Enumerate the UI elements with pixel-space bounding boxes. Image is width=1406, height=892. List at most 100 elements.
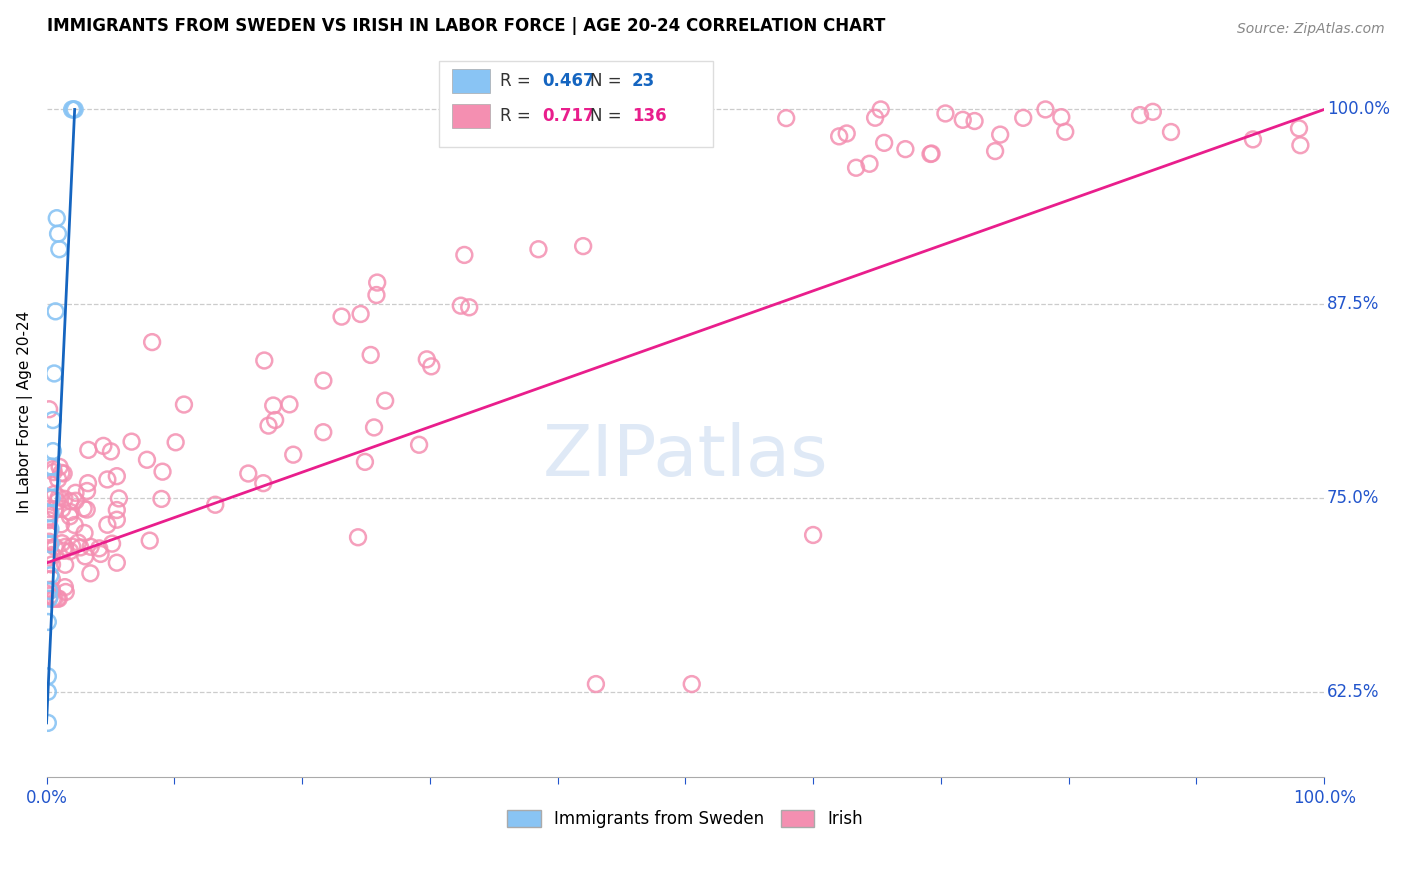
Point: [38, 583, 60, 598]
Point: [374, 393, 396, 408]
Text: 75.0%: 75.0%: [1327, 489, 1379, 507]
Point: [1241, 132, 1264, 146]
Point: [65, 493, 87, 508]
Point: [60, 540, 83, 554]
Point: [39, 537, 62, 551]
Point: [59, 494, 82, 508]
FancyBboxPatch shape: [439, 62, 713, 147]
Point: [863, 111, 886, 125]
Point: [873, 136, 896, 150]
Point: [858, 157, 880, 171]
Point: [41, 582, 63, 597]
Point: [45, 211, 67, 226]
Point: [921, 146, 943, 161]
Point: [76, 502, 98, 516]
Point: [37, 715, 59, 730]
Point: [69, 541, 91, 555]
Text: 0.467: 0.467: [543, 72, 595, 90]
Point: [894, 142, 917, 156]
Point: [48, 459, 70, 474]
Text: 0.717: 0.717: [543, 107, 595, 125]
Point: [63, 518, 86, 533]
Point: [60, 103, 83, 117]
Text: N =: N =: [589, 107, 627, 125]
Point: [51, 501, 73, 516]
Point: [38, 402, 60, 417]
Text: R =: R =: [501, 72, 536, 90]
Point: [38, 510, 60, 524]
Point: [53, 558, 76, 572]
Point: [585, 677, 607, 691]
Point: [173, 398, 195, 412]
Point: [330, 310, 353, 324]
Point: [48, 242, 70, 256]
Point: [59, 509, 82, 524]
Point: [312, 425, 335, 440]
Point: [458, 301, 481, 315]
Point: [39, 491, 62, 506]
Text: 87.5%: 87.5%: [1327, 294, 1379, 312]
Point: [121, 434, 143, 449]
Point: [48, 591, 70, 606]
Point: [38, 513, 60, 527]
Point: [52, 467, 75, 481]
Point: [59, 544, 82, 558]
Point: [1160, 125, 1182, 139]
Point: [572, 239, 595, 253]
Point: [38, 534, 60, 549]
Point: [53, 540, 76, 554]
Point: [988, 128, 1011, 142]
Point: [963, 114, 986, 128]
Point: [72, 501, 94, 516]
Text: IMMIGRANTS FROM SWEDEN VS IRISH IN LABOR FORCE | AGE 20-24 CORRELATION CHART: IMMIGRANTS FROM SWEDEN VS IRISH IN LABOR…: [46, 17, 884, 35]
Point: [90, 547, 112, 561]
Point: [37, 685, 59, 699]
Point: [366, 288, 388, 302]
Point: [76, 483, 98, 498]
Point: [366, 276, 388, 290]
Point: [835, 127, 858, 141]
Point: [101, 536, 124, 550]
Point: [41, 591, 63, 606]
Point: [44, 487, 66, 501]
Point: [96, 517, 118, 532]
Point: [252, 476, 274, 491]
Point: [39, 568, 62, 582]
Point: [347, 530, 370, 544]
Text: 23: 23: [631, 72, 655, 90]
Point: [51, 466, 73, 480]
Point: [53, 491, 76, 506]
Point: [73, 526, 96, 541]
Point: [150, 491, 173, 506]
Point: [37, 669, 59, 683]
Point: [46, 591, 69, 606]
Point: [775, 111, 797, 125]
Point: [65, 485, 87, 500]
Point: [37, 615, 59, 629]
Point: [450, 299, 472, 313]
Point: [93, 439, 115, 453]
Point: [44, 304, 66, 318]
Point: [41, 558, 63, 572]
FancyBboxPatch shape: [451, 104, 489, 128]
Point: [42, 444, 65, 458]
Point: [952, 112, 974, 127]
Point: [39, 506, 62, 520]
Point: [136, 452, 159, 467]
Point: [312, 374, 335, 388]
Point: [41, 572, 63, 586]
Point: [262, 399, 284, 413]
Point: [75, 549, 97, 564]
Point: [41, 491, 63, 505]
Point: [39, 589, 62, 603]
Point: [38, 502, 60, 516]
Point: [53, 580, 76, 594]
Point: [52, 543, 75, 558]
Point: [283, 448, 305, 462]
Point: [152, 465, 174, 479]
Point: [845, 161, 868, 175]
Point: [801, 528, 824, 542]
Text: ZIPatlas: ZIPatlas: [543, 422, 828, 491]
Legend: Immigrants from Sweden, Irish: Immigrants from Sweden, Irish: [501, 803, 870, 835]
Text: N =: N =: [589, 72, 627, 90]
